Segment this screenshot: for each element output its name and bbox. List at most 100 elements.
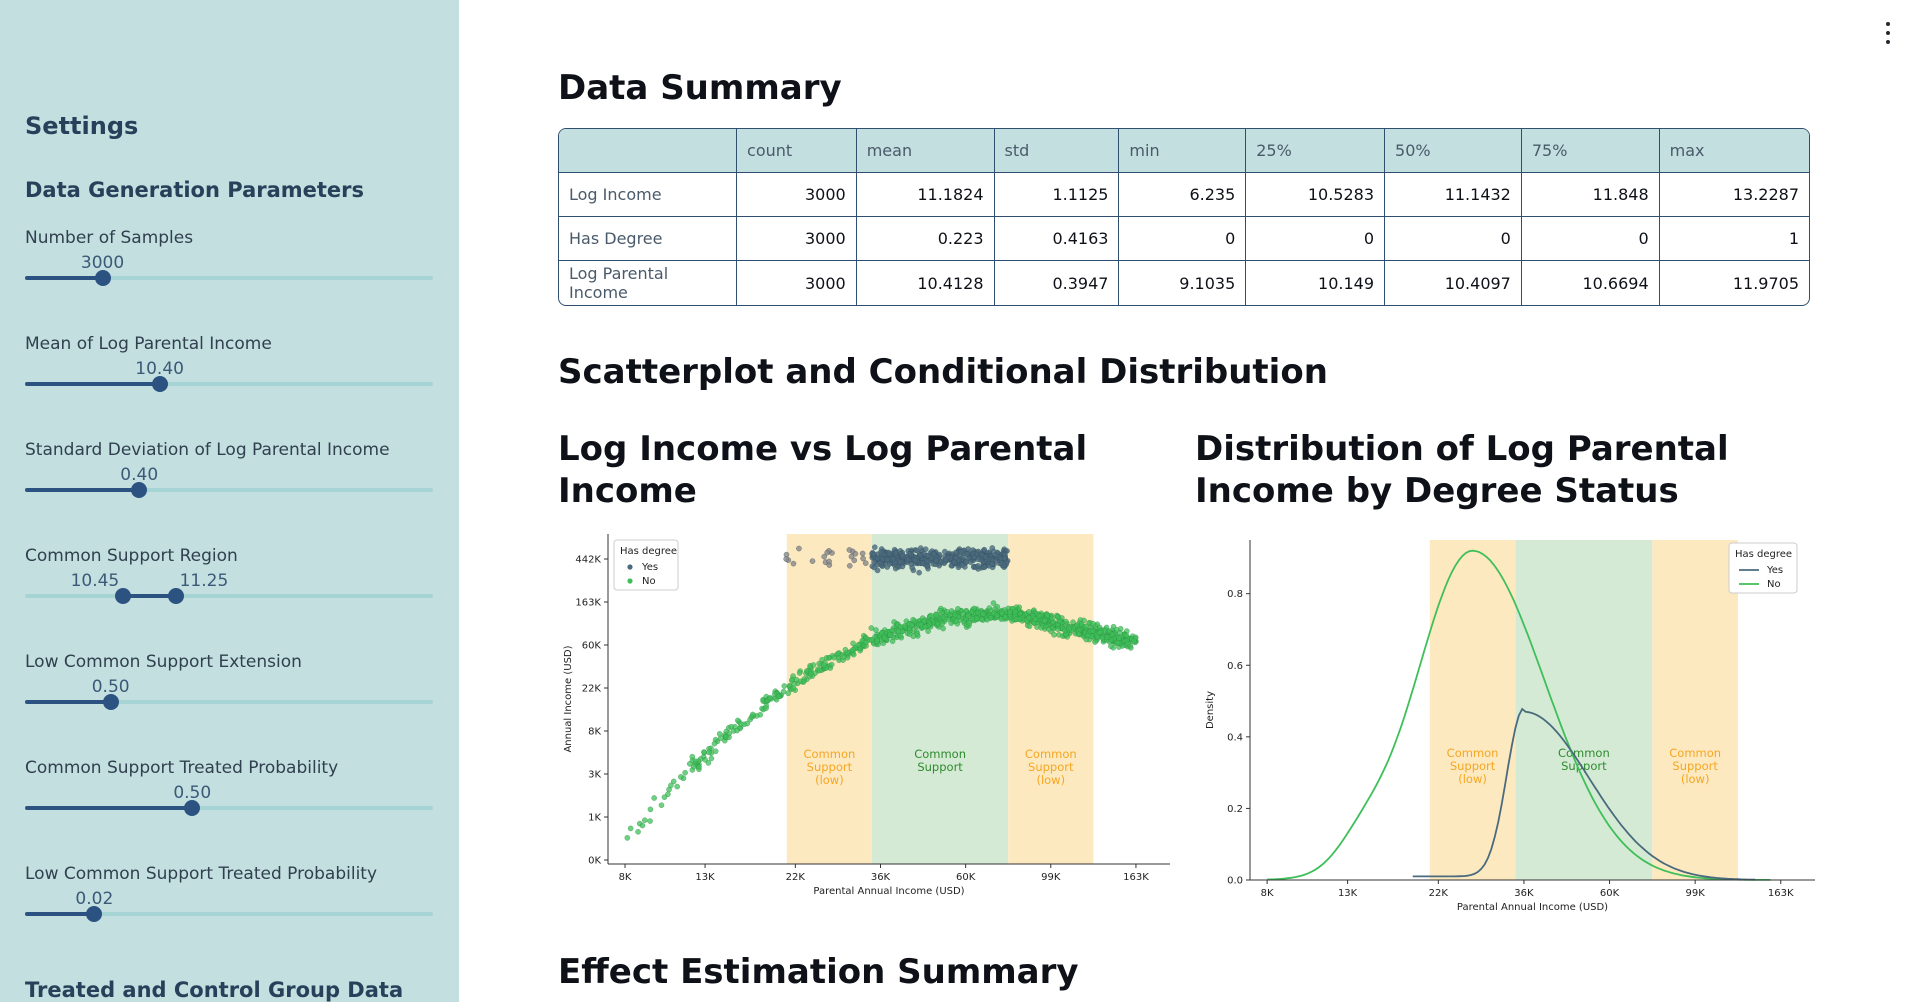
table-cell: 11.1824 <box>856 173 995 217</box>
slider-common-support-treated-probability[interactable]: Common Support Treated Probability 0.50 <box>25 758 433 838</box>
data-point-no <box>1090 628 1096 634</box>
data-point-no <box>1084 632 1091 639</box>
column-header[interactable]: mean <box>856 129 995 173</box>
legend-box <box>1728 542 1798 594</box>
slider-common-support-region[interactable]: Common Support Region 10.45 11.25 <box>25 546 433 626</box>
data-point-no <box>734 727 740 734</box>
legend-marker-yes <box>627 564 633 570</box>
slider-track[interactable] <box>25 700 433 704</box>
data-point-no <box>1092 639 1098 645</box>
slider-thumb[interactable] <box>151 376 168 392</box>
data-point-no <box>670 778 677 785</box>
data-point-yes <box>965 546 971 552</box>
table-cell: 9.1035 <box>1119 261 1247 305</box>
sidebar: Settings Data Generation Parameters Numb… <box>0 0 459 1002</box>
slider-low-common-support-extension[interactable]: Low Common Support Extension 0.50 <box>25 652 433 732</box>
x-tick-label: 163K <box>1768 888 1794 899</box>
data-point-yes <box>1001 555 1008 562</box>
data-point-no <box>940 625 946 632</box>
column-header[interactable] <box>559 129 738 173</box>
slider-value: 0.40 <box>120 465 159 485</box>
column-header[interactable]: 75% <box>1521 129 1660 173</box>
legend-entry-yes: Yes <box>1766 565 1783 576</box>
data-point-no <box>828 661 835 668</box>
data-point-yes <box>960 554 966 561</box>
column-header[interactable]: max <box>1659 129 1809 173</box>
slider-thumb[interactable] <box>102 694 119 710</box>
data-point-yes <box>884 556 891 563</box>
slider-track[interactable] <box>25 912 433 916</box>
data-point-no <box>939 620 945 627</box>
data-point-no <box>800 678 807 685</box>
x-axis-label: Parental Annual Income (USD) <box>1457 902 1608 913</box>
data-point-yes <box>998 560 1005 566</box>
data-point-yes <box>918 545 924 551</box>
density-line-yes <box>1412 707 1756 881</box>
data-point-no <box>952 612 959 619</box>
column-header[interactable]: 25% <box>1246 129 1386 173</box>
slider-low-thumb[interactable] <box>114 588 131 604</box>
data-point-no <box>850 640 856 647</box>
data-point-yes <box>982 554 989 560</box>
data-point-no <box>686 761 693 767</box>
table-cell: 10.6694 <box>1522 261 1660 305</box>
data-point-no <box>1032 616 1038 622</box>
y-axis-label: Density <box>1205 691 1216 729</box>
slider-fill <box>25 382 160 386</box>
legend: Has degree Yes No <box>1728 542 1798 594</box>
data-point-no <box>651 795 657 801</box>
data-point-no <box>881 635 888 641</box>
vertical-dots-icon[interactable] <box>1884 22 1892 44</box>
column-header[interactable]: count <box>737 129 857 173</box>
slider-high-thumb[interactable] <box>167 588 184 604</box>
data-point-no <box>1007 609 1013 615</box>
data-point-yes <box>897 559 904 565</box>
slider-label: Low Common Support Treated Probability <box>25 864 378 884</box>
region-label: (low) <box>1036 773 1065 787</box>
data-point-yes <box>953 549 959 556</box>
x-tick-label: 8K <box>1261 888 1274 899</box>
data-point-no <box>1055 626 1061 632</box>
data-point-yes <box>943 556 949 563</box>
data-point-no <box>914 631 921 637</box>
slider-fill <box>122 594 176 598</box>
slider-track[interactable] <box>25 488 433 492</box>
data-point-no <box>817 667 823 674</box>
slider-low-common-support-treated-probability[interactable]: Low Common Support Treated Probability 0.… <box>25 864 433 944</box>
slider-track[interactable] <box>25 594 433 598</box>
slider-track[interactable] <box>25 276 433 280</box>
slider-standard-deviation-of-log-parental-income[interactable]: Standard Deviation of Log Parental Incom… <box>25 440 433 520</box>
slider-number-of-samples[interactable]: Number of Samples 3000 <box>25 228 433 308</box>
data-point-no <box>928 612 934 619</box>
slider-fill <box>25 912 95 916</box>
data-point-no <box>1125 640 1131 647</box>
slider-thumb[interactable] <box>131 482 148 498</box>
slider-track[interactable] <box>25 382 433 386</box>
scatter-chart-title: Log Income vs Log Parental Income <box>558 429 1088 511</box>
column-header[interactable]: min <box>1119 129 1247 173</box>
data-point-no <box>674 783 680 790</box>
data-point-no <box>635 829 641 835</box>
column-header[interactable]: std <box>994 129 1120 173</box>
data-point-no <box>939 614 946 620</box>
data-point-no <box>701 749 707 755</box>
data-point-no <box>696 764 702 770</box>
slider-thumb[interactable] <box>184 800 201 816</box>
column-header[interactable]: 50% <box>1385 129 1522 173</box>
data-point-no <box>1049 615 1055 622</box>
data-point-yes <box>920 560 926 566</box>
data-point-no <box>925 628 931 634</box>
slider-thumb[interactable] <box>86 906 103 922</box>
x-tick-label: 13K <box>695 872 715 883</box>
data-point-yes <box>953 554 960 561</box>
data-point-yes <box>848 553 855 560</box>
slider-track[interactable] <box>25 806 433 810</box>
data-point-no <box>960 611 966 617</box>
region-band <box>786 534 872 864</box>
data-point-no <box>874 637 880 644</box>
data-point-yes <box>936 562 942 569</box>
slider-thumb[interactable] <box>94 270 111 286</box>
density-line-no <box>1267 549 1771 881</box>
slider-mean-of-log-parental-income[interactable]: Mean of Log Parental Income 10.40 <box>25 334 433 414</box>
y-tick-label: 0K <box>588 856 601 867</box>
